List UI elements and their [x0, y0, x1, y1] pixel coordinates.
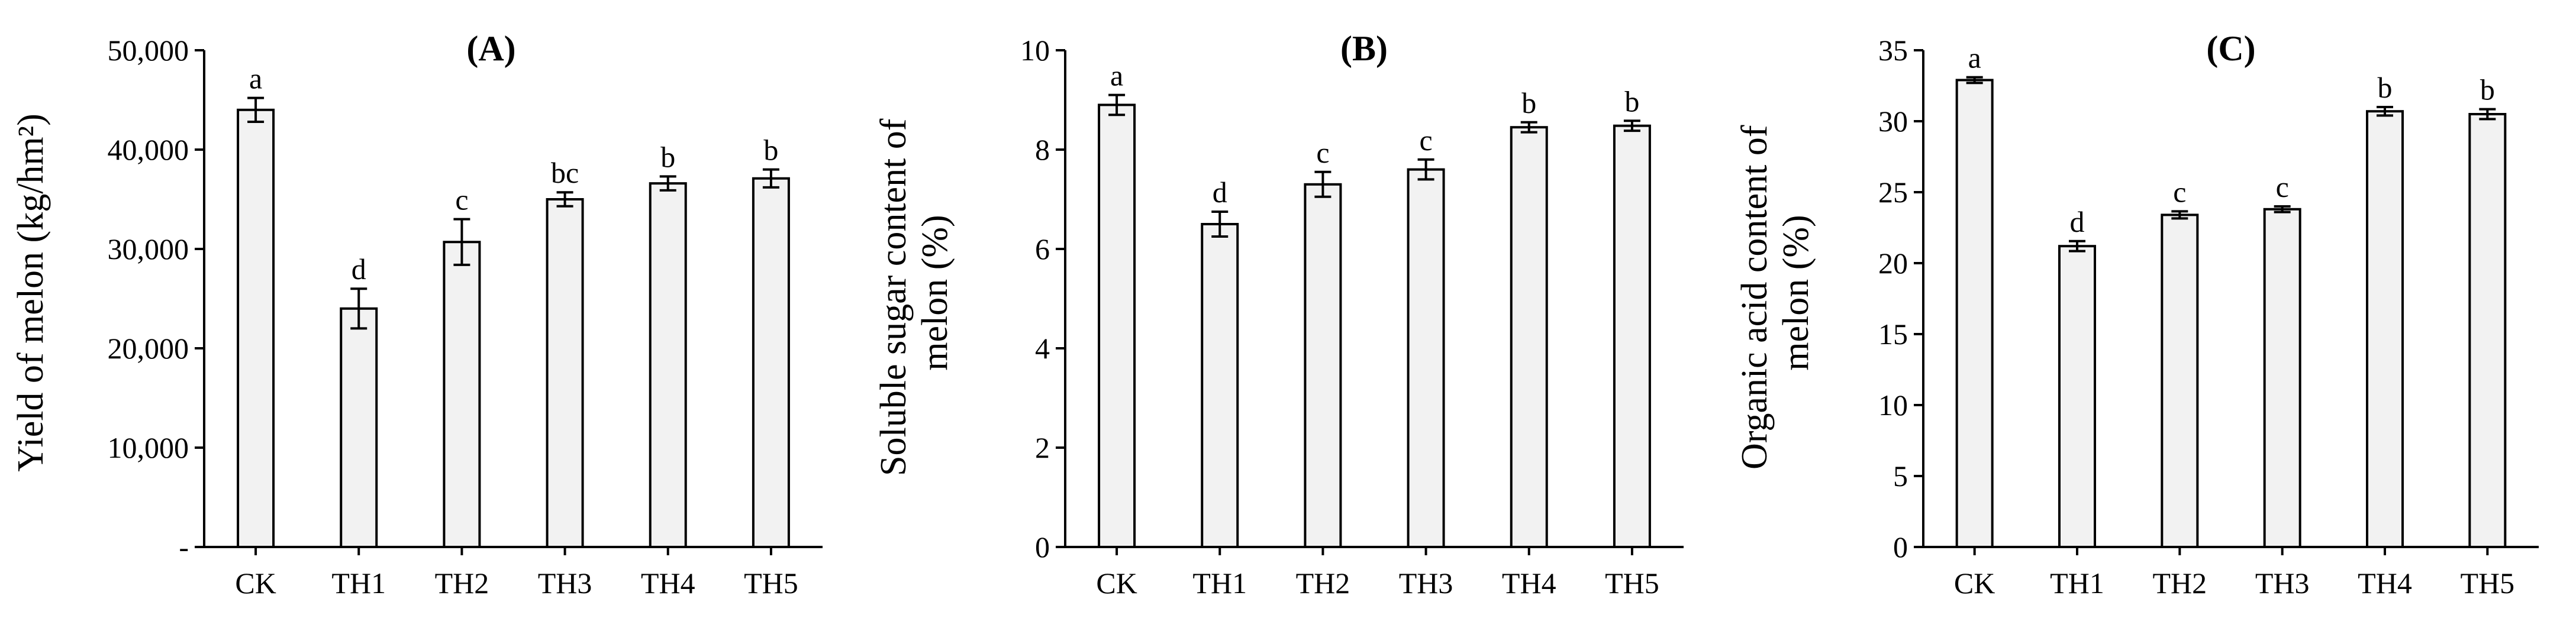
panel-b-bar-th3: [1407, 168, 1445, 549]
panel-a-x-tick-label: TH2: [435, 567, 489, 600]
panel-c-significance-label: b: [2378, 71, 2393, 104]
panel-c-y-tick-label: 30: [1878, 105, 1908, 138]
panel-c-x-tick-label: TH3: [2255, 567, 2310, 600]
panel-c-y-tick-label: 10: [1878, 389, 1908, 422]
panel-a-significance-label: b: [763, 134, 778, 167]
panel-b-bar-th4: [1510, 126, 1548, 548]
panel-b-bar-ck: [1098, 103, 1136, 548]
panel-c-title: (C): [2206, 29, 2255, 68]
panel-a-x-tick-label: CK: [235, 567, 276, 600]
panel-b-significance-label: b: [1624, 85, 1639, 118]
panel-b-x-tick-label: TH1: [1192, 567, 1247, 600]
panel-a-bar-th3: [546, 198, 584, 548]
panel-c-y-tick-label: 5: [1893, 459, 1908, 493]
panel-c-x-tick-label: TH2: [2153, 567, 2207, 600]
panel-c-significance-label: c: [2173, 175, 2186, 208]
panel-c: (C) Organic acid content of melon (%) 0 5…: [1734, 29, 2539, 600]
panel-b-bar-th1: [1201, 223, 1239, 548]
panel-c-bar-ck: [1955, 79, 1994, 548]
panel-b-significance-label: b: [1521, 86, 1536, 119]
panel-b-y-tick-label: 8: [1035, 133, 1050, 166]
panel-c-x-tick-label: CK: [1954, 567, 1995, 600]
panel-c-y-axis-title-line-1: Organic acid content of: [1734, 125, 1775, 470]
panel-a-significance-label: a: [249, 62, 262, 95]
panel-a-bar-th1: [340, 307, 378, 548]
panel-b-y-tick-label: 0: [1035, 530, 1050, 564]
panel-a-bar-th2: [443, 241, 481, 548]
panel-b-y-tick-label: 10: [1020, 34, 1050, 67]
panel-b-x-tick-label: TH3: [1399, 567, 1453, 600]
panel-c-x-tick-label: TH1: [2050, 567, 2104, 600]
panel-a-significance-label: bc: [551, 156, 579, 189]
panel-b-bar-th2: [1304, 183, 1342, 548]
panel-a-y-tick-label: 30,000: [108, 232, 189, 266]
panel-c-y-tick-label: 0: [1893, 530, 1908, 564]
panel-a-x-tick-label: TH5: [744, 567, 798, 600]
panel-b-y-tick-label: 6: [1035, 232, 1050, 266]
panel-a-y-tick-label: 20,000: [108, 332, 189, 365]
panel-b-y-tick-label: 4: [1035, 332, 1050, 365]
panel-a-title: (A): [466, 29, 515, 68]
panel-b-significance-label: c: [1316, 136, 1329, 169]
panel-a-x-tick-label: TH3: [538, 567, 592, 600]
panel-a-x-tick-label: TH4: [641, 567, 695, 600]
panel-c-bar-th3: [2263, 208, 2301, 548]
panel-a-significance-label: b: [660, 140, 675, 173]
panel-c-significance-label: a: [1968, 41, 1981, 75]
panel-b-x-tick-label: TH2: [1296, 567, 1350, 600]
panel-b-significance-label: d: [1213, 176, 1227, 209]
panel-b-y-axis-title: Soluble sugar content of melon (%): [873, 109, 955, 476]
panel-b-bar-th5: [1613, 124, 1651, 548]
panel-c-bar-th2: [2161, 213, 2199, 548]
panel-c-y-axis-title: Organic acid content of melon (%): [1734, 116, 1816, 470]
panel-c-y-tick-label: 25: [1878, 176, 1908, 209]
panel-a: (A) Yield of melon (kg/hm²) - 10,000 20,00…: [11, 29, 823, 600]
panel-c-y-tick-label: 20: [1878, 247, 1908, 280]
panel-b-title: (B): [1340, 29, 1388, 68]
panel-c-y-tick-label: 35: [1878, 34, 1908, 67]
panel-b-x-tick-label: TH5: [1605, 567, 1659, 600]
panel-a-y-tick-label: 50,000: [108, 34, 189, 67]
panel-a-bar-th4: [649, 182, 687, 548]
panel-c-y-axis-title-line-2: melon (%): [1776, 215, 1816, 370]
panel-b-y-axis-title-line-2: melon (%): [915, 215, 955, 370]
panel-c-bar-th1: [2058, 245, 2096, 548]
panel-b-x-tick-label: CK: [1096, 567, 1137, 600]
panel-c-significance-label: c: [2276, 170, 2289, 203]
panel-b-y-tick-label: 2: [1035, 431, 1050, 464]
panel-c-x-tick-label: TH4: [2358, 567, 2412, 600]
panel-b-significance-label: c: [1419, 124, 1432, 157]
panel-b-x-tick-label: TH4: [1502, 567, 1556, 600]
panel-a-y-tick-label: 10,000: [108, 431, 189, 464]
panel-c-bar-th5: [2468, 113, 2507, 548]
panel-b-significance-label: a: [1110, 59, 1123, 92]
panel-c-bar-th4: [2366, 110, 2404, 548]
panel-a-y-tick-label: 40,000: [108, 133, 189, 166]
panel-a-significance-label: d: [352, 253, 366, 286]
panel-a-significance-label: c: [455, 183, 468, 216]
panel-a-y-axis-title: Yield of melon (kg/hm²): [11, 114, 51, 472]
panel-a-x-tick-label: TH1: [331, 567, 386, 600]
panel-a-bar-th5: [752, 177, 790, 549]
panel-a-y-tick-label: -: [179, 530, 189, 564]
panel-c-significance-label: d: [2070, 205, 2085, 238]
panel-a-bar-ck: [237, 108, 275, 549]
panel-c-significance-label: b: [2480, 73, 2495, 106]
panel-b-y-axis-title-line-1: Soluble sugar content of: [873, 118, 914, 476]
panel-b: (B) Soluble sugar content of melon (%) 0…: [873, 29, 1684, 600]
panel-c-x-tick-label: TH5: [2461, 567, 2515, 600]
panel-c-y-tick-label: 15: [1878, 318, 1908, 351]
